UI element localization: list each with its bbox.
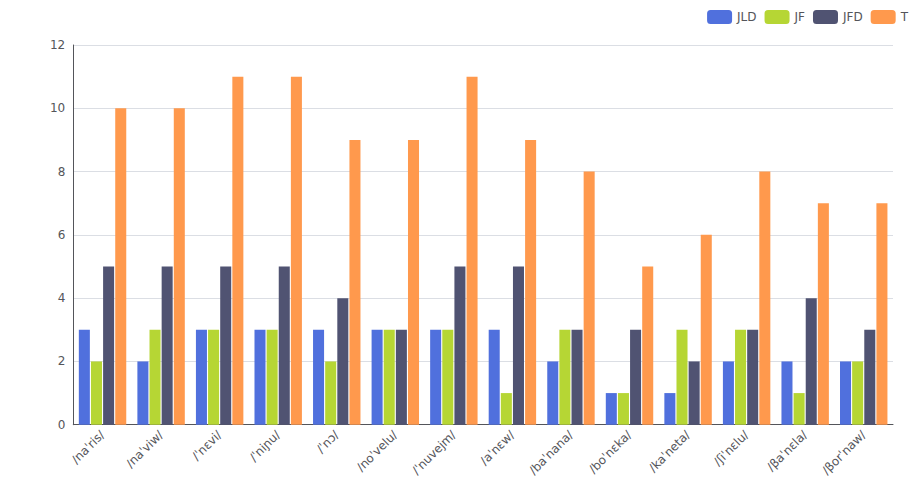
- svg-text:/naˈviw/: /naˈviw/: [123, 427, 166, 470]
- svg-text:/βaˈnɛla/: /βaˈnɛla/: [764, 427, 811, 474]
- svg-text:/ˈnɛvi/: /ˈnɛvi/: [189, 427, 225, 463]
- svg-text:JLD: JLD: [736, 10, 756, 24]
- svg-text:/ˈnɔ/: /ˈnɔ/: [314, 427, 343, 456]
- svg-text:12: 12: [50, 38, 65, 52]
- svg-text:6: 6: [58, 228, 66, 242]
- svg-text:/ˈnuvejm/: /ˈnuvejm/: [409, 427, 459, 477]
- svg-text:/ʃiˈnɛlu/: /ʃiˈnɛlu/: [711, 427, 752, 468]
- svg-text:/ˈniɲu/: /ˈniɲu/: [247, 427, 284, 464]
- svg-text:4: 4: [58, 291, 66, 305]
- svg-text:10: 10: [50, 101, 65, 115]
- svg-text:/noˈvelu/: /noˈvelu/: [354, 427, 401, 474]
- svg-text:2: 2: [58, 354, 66, 368]
- svg-text:0: 0: [58, 418, 66, 432]
- svg-text:/kaˈneta/: /kaˈneta/: [646, 427, 694, 475]
- svg-text:/naˈris/: /naˈris/: [69, 427, 108, 466]
- svg-text:T: T: [900, 10, 909, 24]
- svg-text:JFD: JFD: [842, 10, 863, 24]
- svg-text:/boˈnɛka/: /boˈnɛka/: [586, 427, 635, 476]
- svg-text:JF: JF: [794, 10, 806, 24]
- svg-text:/aˈnɛw/: /aˈnɛw/: [477, 427, 518, 468]
- svg-text:/baˈnana/: /baˈnana/: [526, 427, 576, 477]
- svg-text:/βorˈnaw/: /βorˈnaw/: [819, 427, 869, 477]
- svg-text:8: 8: [58, 165, 66, 179]
